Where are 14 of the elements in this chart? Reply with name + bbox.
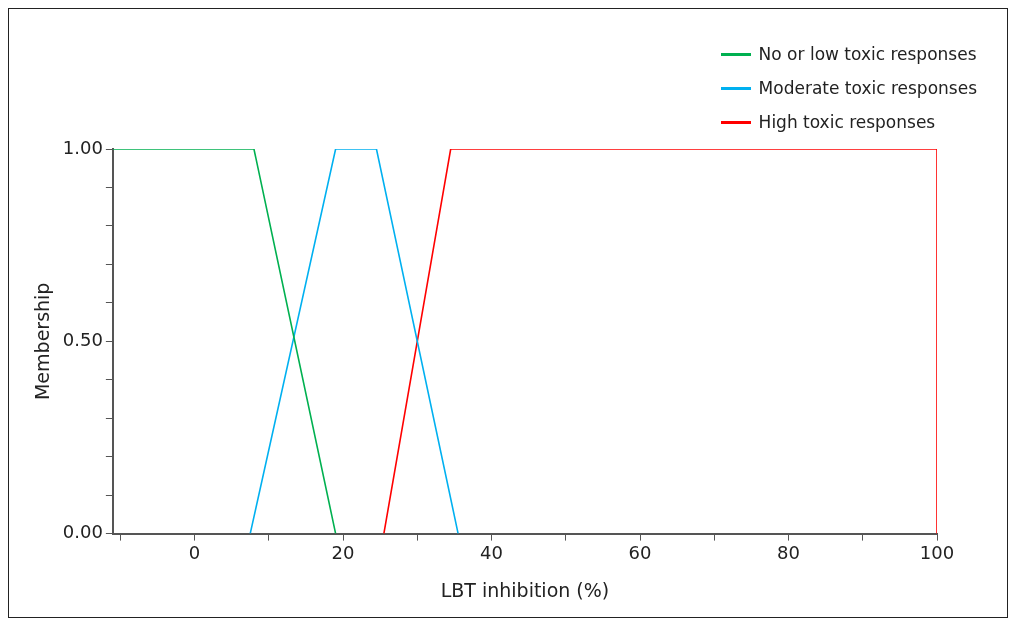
x-tick-label: 20 (331, 542, 355, 564)
y-tick-label: 0.50 (62, 328, 103, 350)
y-tick-label: 1.00 (62, 136, 103, 158)
x-tick-label: 0 (188, 542, 201, 564)
x-tick-label: 80 (777, 542, 800, 564)
x-tick-label: 40 (480, 542, 503, 564)
x-axis-title: LBT inhibition (%) (440, 578, 610, 601)
legend-label: High toxic responses (758, 112, 936, 132)
legend-label: Moderate toxic responses (758, 78, 977, 98)
y-axis-title: Membership (31, 282, 54, 401)
x-tick-label: 100 (919, 542, 955, 564)
y-tick-label: 0.00 (62, 521, 103, 543)
legend-label: No or low toxic responses (758, 44, 977, 64)
x-tick-label: 60 (628, 542, 652, 564)
